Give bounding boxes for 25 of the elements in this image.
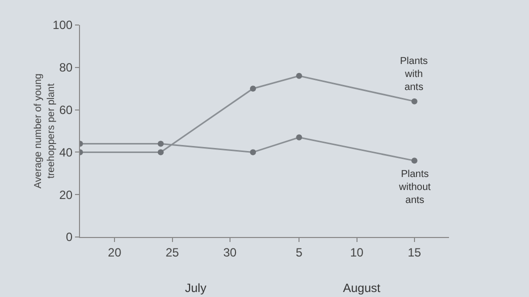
x-tick-label: 30 [223,245,237,260]
y-tick-label: 80 [59,60,73,75]
x-tick-label: 15 [408,245,422,260]
x-tick-label: 20 [108,245,122,260]
point [250,149,256,156]
x-tick-label: 5 [296,245,303,260]
y-tick-label: 0 [66,230,73,244]
y-tick-label: 100 [52,18,73,32]
point [411,158,418,164]
point [296,72,302,79]
point [250,86,256,92]
series-label: Plants with ants [400,56,428,93]
x-tick-label: 25 [166,245,180,260]
point [411,98,418,104]
y-axis-title: Average number of young treehoppers per plant [33,74,58,188]
y-tick-label: 60 [59,103,73,117]
text: July [185,281,206,295]
y-tick-label: 20 [59,188,73,202]
point [158,149,164,156]
text: August [343,281,382,295]
series-label: Plants without ants [398,169,431,206]
point [158,140,164,147]
x-tick-label: 10 [350,245,364,260]
y-tick-label: 40 [59,145,73,160]
point [296,134,302,140]
